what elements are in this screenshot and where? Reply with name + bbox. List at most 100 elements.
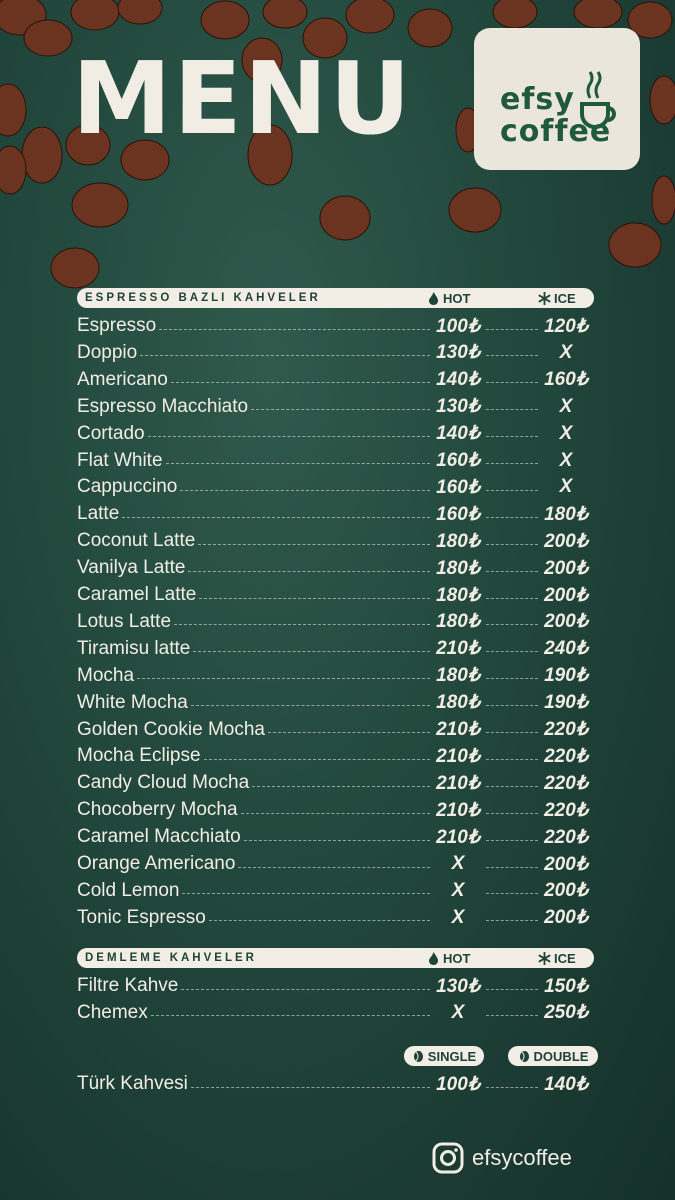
leader bbox=[486, 705, 538, 707]
column-text: HOT bbox=[443, 950, 471, 966]
price: X bbox=[559, 341, 573, 363]
price: 200₺ bbox=[544, 530, 588, 552]
item-name: Türk Kahvesi bbox=[77, 1073, 188, 1094]
leader bbox=[159, 328, 430, 330]
item-name: Chemex bbox=[77, 1001, 148, 1023]
price: 130₺ bbox=[436, 342, 480, 364]
menu-item: Golden Cookie Mocha 210₺ 220₺ bbox=[77, 717, 594, 743]
menu-item: Chocoberry Mocha 210₺ 220₺ bbox=[77, 797, 594, 823]
price: 200₺ bbox=[544, 907, 588, 929]
leader bbox=[174, 624, 430, 626]
column-label: HOT bbox=[427, 951, 470, 966]
menu-title: MENU bbox=[72, 40, 413, 157]
price: 220₺ bbox=[544, 799, 588, 821]
price: 210₺ bbox=[436, 826, 480, 848]
price: 130₺ bbox=[436, 396, 480, 418]
menu-item: Tiramisu latte 210₺ 240₺ bbox=[77, 636, 594, 662]
item-name: Caramel Macchiato bbox=[77, 826, 241, 848]
leader bbox=[486, 570, 538, 572]
item-name: Tiramisu latte bbox=[77, 637, 191, 659]
item-name: Vanilya Latte bbox=[77, 557, 186, 579]
leader bbox=[486, 812, 538, 814]
leader bbox=[122, 516, 430, 518]
price: 210₺ bbox=[436, 799, 480, 821]
menu-item: Mocha Eclipse 210₺ 220₺ bbox=[77, 743, 594, 769]
price: 120₺ bbox=[544, 315, 588, 337]
bean-icon bbox=[518, 1049, 530, 1063]
leader bbox=[208, 920, 430, 922]
leader bbox=[243, 839, 430, 841]
price: 200₺ bbox=[544, 611, 588, 633]
item-name: Candy Cloud Mocha bbox=[77, 772, 250, 794]
snow-icon bbox=[538, 951, 551, 965]
leader bbox=[486, 489, 538, 491]
item-name: Coconut Latte bbox=[77, 530, 196, 552]
leader bbox=[486, 516, 538, 518]
leader bbox=[147, 436, 430, 438]
leader bbox=[240, 812, 430, 814]
price: 180₺ bbox=[436, 584, 480, 606]
menu-item: Cold Lemon X 200₺ bbox=[77, 878, 594, 904]
instagram[interactable]: efsycoffee bbox=[432, 1142, 572, 1174]
price: 240₺ bbox=[544, 638, 588, 660]
item-name: Caramel Latte bbox=[77, 584, 197, 605]
column-text: ICE bbox=[554, 290, 576, 306]
item-name: Mocha bbox=[77, 664, 135, 686]
section-header: ESPRESSO BAZLI KAHVELER HOT ICE bbox=[77, 288, 594, 308]
item-name: White Mocha bbox=[77, 691, 188, 713]
leader bbox=[486, 624, 538, 626]
column-label: ICE bbox=[538, 951, 576, 966]
leader bbox=[486, 355, 538, 357]
item-name: Cold Lemon bbox=[77, 879, 180, 901]
menu-item: Coconut Latte 180₺ 200₺ bbox=[77, 528, 594, 554]
leader bbox=[486, 893, 538, 895]
column-text: HOT bbox=[443, 290, 471, 306]
leader bbox=[170, 382, 430, 384]
column-label: ICE bbox=[538, 291, 576, 306]
price: 160₺ bbox=[436, 503, 480, 525]
leader bbox=[190, 1086, 430, 1088]
price: 210₺ bbox=[436, 719, 480, 740]
section-title: ESPRESSO BAZLI KAHVELER bbox=[85, 292, 321, 304]
price: 180₺ bbox=[436, 530, 480, 552]
price: 160₺ bbox=[544, 369, 588, 391]
leader bbox=[486, 328, 538, 330]
section-header: DEMLEME KAHVELER HOT ICE bbox=[77, 948, 594, 968]
menu-item: White Mocha 180₺ 190₺ bbox=[77, 690, 594, 716]
item-name: Flat White bbox=[77, 449, 163, 471]
menu-item: Chemex X 250₺ bbox=[77, 1000, 594, 1026]
price: 220₺ bbox=[544, 772, 588, 794]
coffee-beans bbox=[0, 0, 675, 289]
cup-icon bbox=[580, 71, 616, 129]
logo-line: efsy bbox=[500, 82, 575, 117]
leader bbox=[199, 597, 430, 599]
leader bbox=[137, 678, 430, 680]
leader bbox=[203, 758, 430, 760]
price: 180₺ bbox=[436, 611, 480, 633]
price: 250₺ bbox=[544, 1002, 588, 1024]
leader bbox=[238, 866, 430, 868]
price: 210₺ bbox=[436, 638, 480, 660]
menu-item: Türk Kahvesi 100₺ 140₺ bbox=[77, 1071, 594, 1097]
item-name: Orange Americano bbox=[77, 853, 236, 874]
leader bbox=[486, 785, 538, 787]
menu-item: Cappuccino 160₺ X bbox=[77, 474, 594, 500]
menu-item: Flat White 160₺ X bbox=[77, 448, 594, 474]
leader bbox=[486, 543, 538, 545]
price: 220₺ bbox=[544, 719, 588, 740]
price: 100₺ bbox=[436, 1073, 480, 1095]
item-name: Espresso bbox=[77, 315, 157, 336]
price: 150₺ bbox=[544, 975, 588, 997]
item-name: Latte bbox=[77, 503, 120, 525]
column-text: DOUBLE bbox=[533, 1048, 589, 1064]
bean-icon bbox=[412, 1049, 424, 1063]
price: 220₺ bbox=[544, 745, 588, 767]
menu-item: Lotus Latte 180₺ 200₺ bbox=[77, 609, 594, 635]
leader bbox=[486, 597, 538, 599]
leader bbox=[486, 920, 538, 922]
column-label: HOT bbox=[427, 291, 470, 306]
price: 160₺ bbox=[436, 476, 480, 498]
leader bbox=[198, 543, 430, 545]
price: 200₺ bbox=[544, 853, 588, 875]
price: 140₺ bbox=[436, 423, 480, 445]
